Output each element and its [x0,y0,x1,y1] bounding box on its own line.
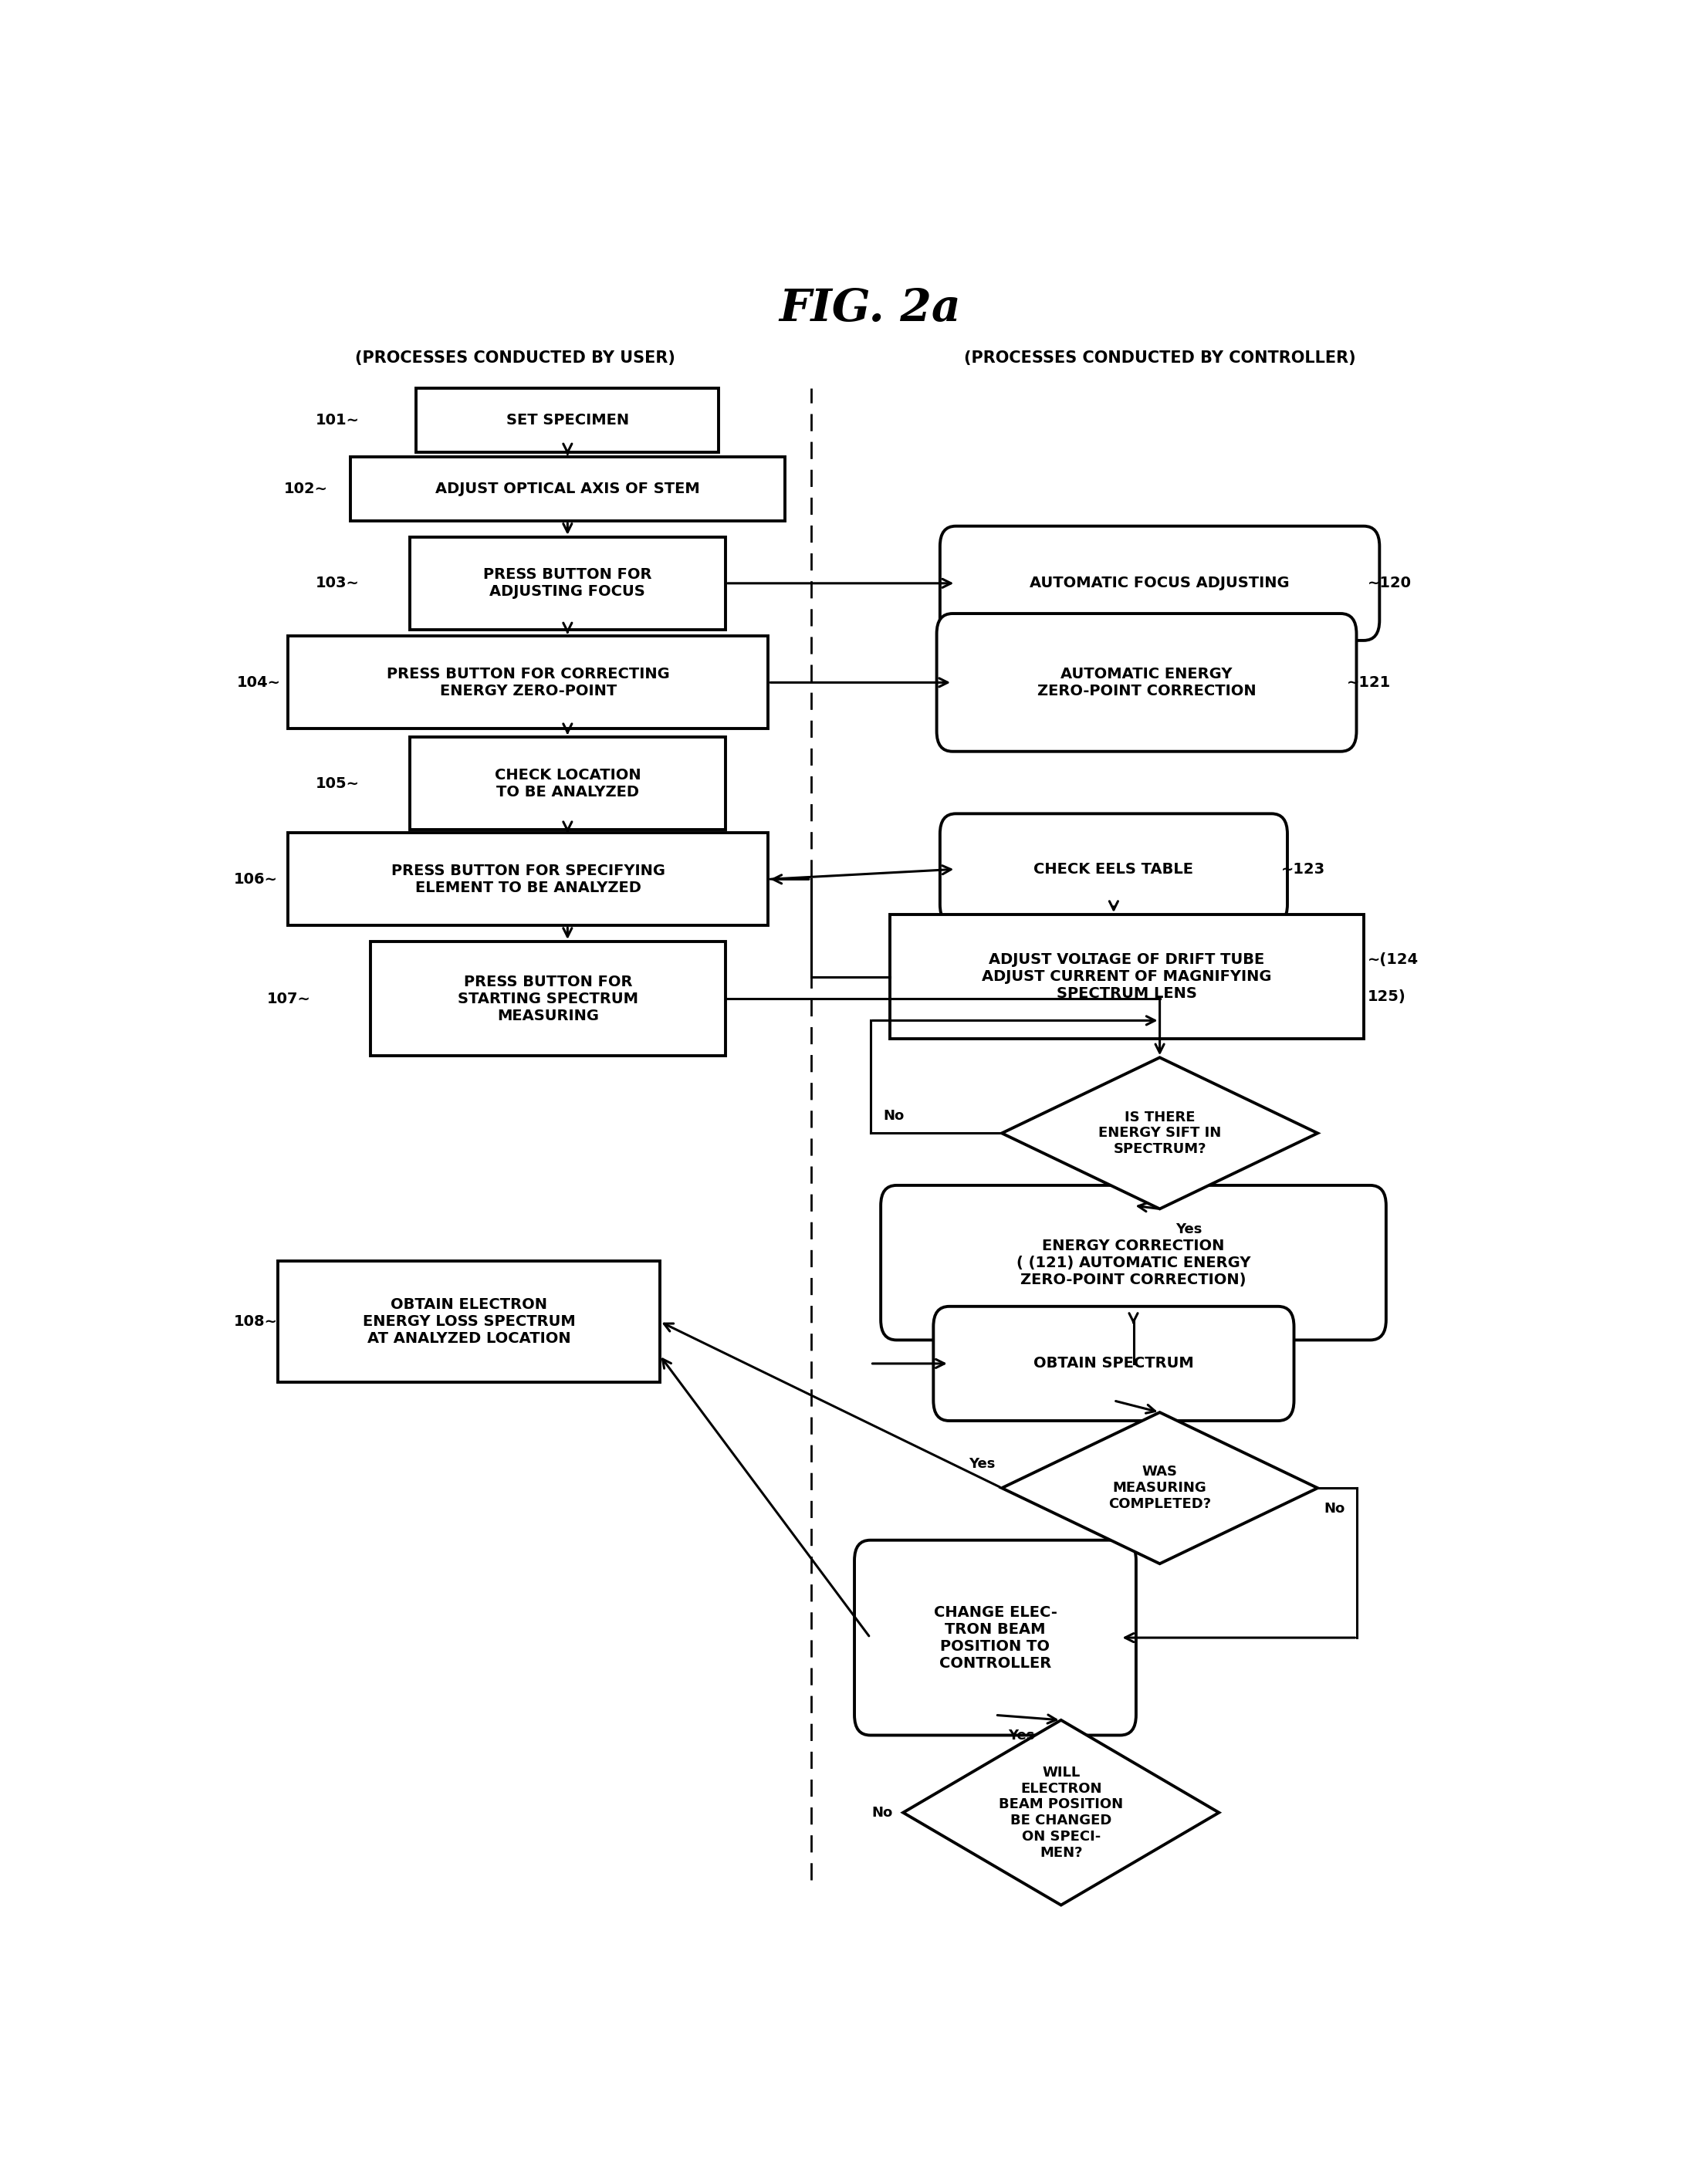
Text: IS THERE
ENERGY SIFT IN
SPECTRUM?: IS THERE ENERGY SIFT IN SPECTRUM? [1099,1109,1221,1155]
Text: Yes: Yes [1009,1728,1034,1743]
Text: WAS
MEASURING
COMPLETED?: WAS MEASURING COMPLETED? [1109,1465,1211,1511]
Text: CHECK LOCATION
TO BE ANALYZED: CHECK LOCATION TO BE ANALYZED [494,767,640,799]
Text: ∼(124: ∼(124 [1367,952,1420,968]
Text: No: No [871,1806,893,1819]
Text: PRESS BUTTON FOR
STARTING SPECTRUM
MEASURING: PRESS BUTTON FOR STARTING SPECTRUM MEASU… [457,974,638,1022]
Text: Yes: Yes [968,1457,995,1472]
Text: PRESS BUTTON FOR CORRECTING
ENERGY ZERO-POINT: PRESS BUTTON FOR CORRECTING ENERGY ZERO-… [387,666,669,699]
FancyBboxPatch shape [854,1540,1136,1736]
Text: FIG. 2a: FIG. 2a [779,288,961,332]
Text: (PROCESSES CONDUCTED BY USER): (PROCESSES CONDUCTED BY USER) [355,349,676,365]
FancyBboxPatch shape [409,738,725,830]
Text: 104∼: 104∼ [236,675,280,690]
Text: AUTOMATIC FOCUS ADJUSTING: AUTOMATIC FOCUS ADJUSTING [1029,577,1290,590]
Text: 103∼: 103∼ [316,577,360,590]
Text: 102∼: 102∼ [284,483,328,496]
Text: PRESS BUTTON FOR SPECIFYING
ELEMENT TO BE ANALYZED: PRESS BUTTON FOR SPECIFYING ELEMENT TO B… [391,863,666,895]
Text: Yes: Yes [1175,1223,1202,1236]
FancyBboxPatch shape [934,1306,1294,1422]
Text: 106∼: 106∼ [234,871,278,887]
Text: ∼123: ∼123 [1280,863,1324,876]
FancyBboxPatch shape [278,1260,659,1382]
FancyBboxPatch shape [416,389,718,452]
FancyBboxPatch shape [289,832,767,926]
Text: OBTAIN SPECTRUM: OBTAIN SPECTRUM [1034,1356,1194,1372]
FancyBboxPatch shape [941,526,1379,640]
Text: No: No [1324,1500,1345,1516]
Text: PRESS BUTTON FOR
ADJUSTING FOCUS: PRESS BUTTON FOR ADJUSTING FOCUS [484,568,652,598]
Text: 105∼: 105∼ [316,775,360,791]
Polygon shape [1002,1413,1318,1564]
Text: WILL
ELECTRON
BEAM POSITION
BE CHANGED
ON SPECI-
MEN?: WILL ELECTRON BEAM POSITION BE CHANGED O… [998,1765,1122,1859]
FancyBboxPatch shape [409,537,725,629]
Text: (PROCESSES CONDUCTED BY CONTROLLER): (PROCESSES CONDUCTED BY CONTROLLER) [964,349,1355,365]
Text: No: No [883,1109,905,1123]
Polygon shape [1002,1057,1318,1210]
Text: ADJUST VOLTAGE OF DRIFT TUBE
ADJUST CURRENT OF MAGNIFYING
SPECTRUM LENS: ADJUST VOLTAGE OF DRIFT TUBE ADJUST CURR… [981,952,1272,1000]
Text: 101∼: 101∼ [316,413,360,428]
FancyBboxPatch shape [370,941,725,1055]
FancyBboxPatch shape [941,815,1287,924]
Text: 108∼: 108∼ [234,1315,278,1328]
Text: ENERGY CORRECTION
( (121) AUTOMATIC ENERGY
ZERO-POINT CORRECTION): ENERGY CORRECTION ( (121) AUTOMATIC ENER… [1017,1238,1250,1286]
Text: ∼120: ∼120 [1367,577,1411,590]
Text: CHANGE ELEC-
TRON BEAM
POSITION TO
CONTROLLER: CHANGE ELEC- TRON BEAM POSITION TO CONTR… [934,1605,1056,1671]
Text: CHECK EELS TABLE: CHECK EELS TABLE [1034,863,1194,876]
FancyBboxPatch shape [289,636,767,729]
Text: ADJUST OPTICAL AXIS OF STEM: ADJUST OPTICAL AXIS OF STEM [435,483,700,496]
FancyBboxPatch shape [350,456,784,522]
FancyBboxPatch shape [890,915,1363,1040]
Text: 107∼: 107∼ [267,992,311,1007]
Polygon shape [903,1721,1219,1904]
Text: ∼121: ∼121 [1347,675,1391,690]
Text: SET SPECIMEN: SET SPECIMEN [506,413,628,428]
Text: AUTOMATIC ENERGY
ZERO-POINT CORRECTION: AUTOMATIC ENERGY ZERO-POINT CORRECTION [1037,666,1257,699]
FancyBboxPatch shape [881,1186,1386,1341]
Text: OBTAIN ELECTRON
ENERGY LOSS SPECTRUM
AT ANALYZED LOCATION: OBTAIN ELECTRON ENERGY LOSS SPECTRUM AT … [362,1297,576,1345]
FancyBboxPatch shape [937,614,1357,751]
Text: 125): 125) [1367,989,1406,1005]
